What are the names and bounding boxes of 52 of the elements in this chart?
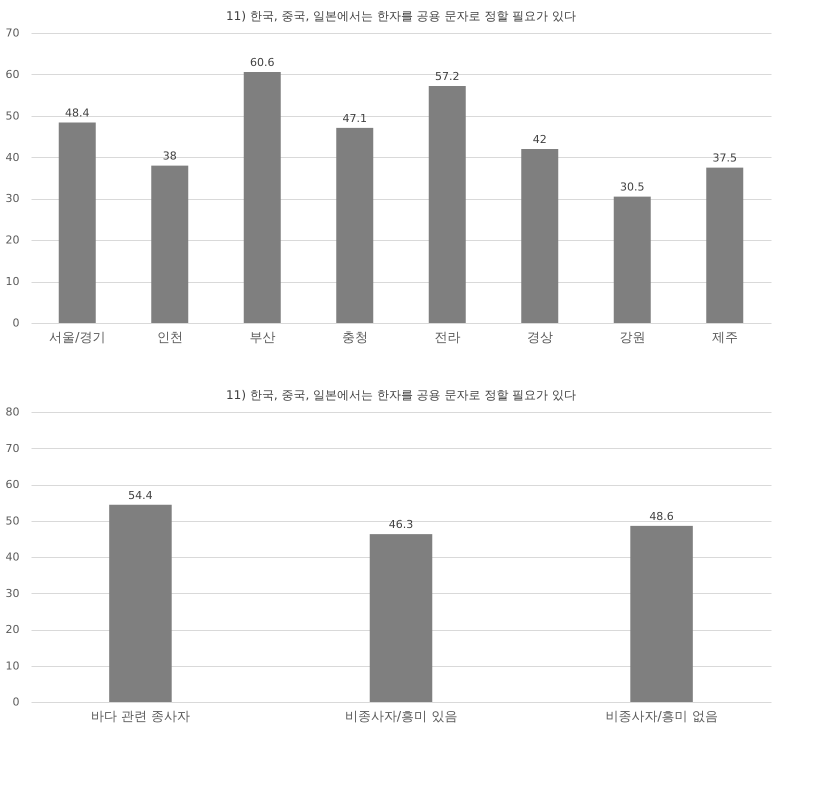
- data-label: 46.3: [388, 518, 414, 532]
- bar: [370, 534, 432, 702]
- x-tick-label: 충청: [342, 330, 368, 346]
- y-tick-label: 60: [6, 478, 20, 491]
- bar: [336, 128, 374, 323]
- y-tick-label: 30: [6, 586, 20, 600]
- x-tick-label: 비종사자/흥미 없음: [605, 710, 718, 724]
- y-tick-label: 0: [12, 316, 20, 330]
- x-tick-label: 바다 관련 종사자: [90, 710, 190, 724]
- y-tick-label: 40: [6, 550, 20, 564]
- y-tick-label: 20: [6, 234, 20, 247]
- chart-title: 11) 한국, 중국, 일본에서는 한자를 공용 문자로 정할 필요가 있다: [226, 388, 576, 402]
- bar: [151, 166, 188, 323]
- bar: [614, 196, 651, 323]
- x-tick-label: 인천: [156, 330, 183, 346]
- data-label: 42: [532, 133, 547, 146]
- data-label: 38: [162, 150, 177, 163]
- data-label: 47.1: [342, 112, 367, 125]
- y-tick-label: 40: [6, 150, 20, 164]
- data-label: 48.6: [649, 510, 674, 523]
- bar: [706, 168, 744, 323]
- bar: [630, 526, 693, 702]
- x-tick-label: 강원: [619, 330, 646, 346]
- y-tick-label: 70: [6, 442, 20, 455]
- bar: [58, 122, 96, 323]
- bar: [428, 86, 466, 323]
- bar: [244, 72, 281, 323]
- y-tick-label: 20: [6, 623, 20, 636]
- y-tick-label: 50: [6, 109, 20, 122]
- bar: [109, 504, 172, 702]
- data-label: 54.4: [128, 488, 153, 502]
- data-label: 60.6: [250, 56, 274, 69]
- y-tick-label: 50: [6, 514, 20, 528]
- y-tick-label: 0: [12, 696, 20, 708]
- y-tick-label: 10: [6, 275, 20, 288]
- y-tick-label: 80: [6, 406, 20, 418]
- x-tick-label: 부산: [249, 330, 276, 346]
- data-label: 30.5: [620, 180, 644, 194]
- chart-title: 11) 한국, 중국, 일본에서는 한자를 공용 문자로 정할 필요가 있다: [226, 9, 576, 23]
- data-label: 48.4: [65, 106, 90, 120]
- y-tick-label: 30: [6, 192, 20, 206]
- y-tick-label: 70: [6, 26, 20, 40]
- y-tick-label: 10: [6, 659, 20, 672]
- x-tick-label: 비종사자/흥미 있음: [344, 710, 458, 724]
- y-tick-label: 60: [6, 68, 20, 81]
- x-tick-label: 경상: [526, 330, 553, 346]
- x-tick-label: 제주: [712, 330, 738, 346]
- x-tick-label: 전라: [434, 330, 460, 346]
- x-tick-label: 서울/경기: [49, 330, 106, 346]
- bar: [521, 149, 558, 323]
- data-label: 57.2: [435, 70, 460, 84]
- data-label: 37.5: [712, 152, 737, 165]
